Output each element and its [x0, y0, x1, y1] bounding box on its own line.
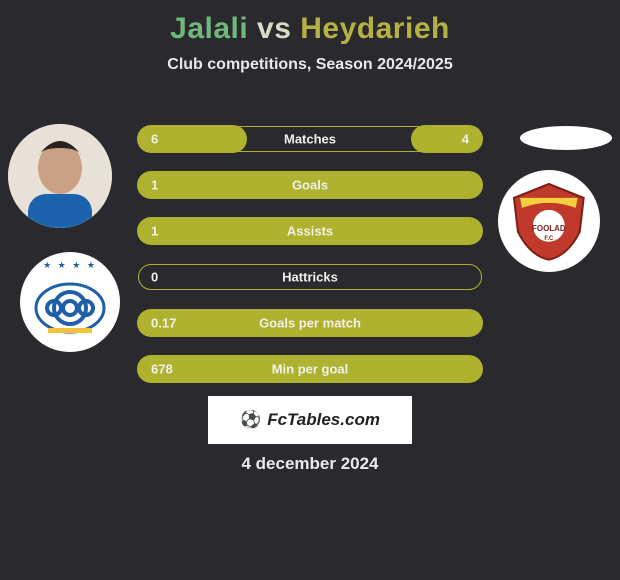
player1-name: Jalali: [170, 12, 248, 45]
stat-row: 0Hattricks: [138, 264, 482, 290]
stats-panel: 6Matches4 1Goals 1Assists 0Hattricks 0.17Goa…: [138, 126, 482, 382]
stat-label: Goals per match: [139, 317, 481, 330]
snapshot-date: 4 december 2024: [0, 454, 620, 474]
stat-row: 0.17Goals per match: [138, 310, 482, 336]
title-vs: vs: [257, 12, 291, 45]
player2-name: Heydarieh: [300, 12, 450, 45]
svg-text:F.C: F.C: [545, 236, 555, 242]
stat-label: Hattricks: [139, 271, 481, 284]
subtitle: Club competitions, Season 2024/2025: [0, 56, 620, 74]
stat-row: 6Matches4: [138, 126, 482, 152]
esteghlal-crest-icon: ★ ★ ★ ★: [30, 262, 110, 342]
stat-row: 678Min per goal: [138, 356, 482, 382]
person-icon: [8, 124, 112, 228]
player1-club-badge: ★ ★ ★ ★: [20, 252, 120, 352]
stat-label: Assists: [139, 225, 481, 238]
soccer-ball-icon: ⚽: [240, 410, 261, 430]
stat-label: Goals: [139, 179, 481, 192]
stat-label: Min per goal: [139, 363, 481, 376]
player1-photo: [8, 124, 112, 228]
stat-row: 1Goals: [138, 172, 482, 198]
player2-photo: [520, 126, 612, 150]
stat-row: 1Assists: [138, 218, 482, 244]
stat-label: Matches: [139, 133, 481, 146]
fctables-logo: ⚽ FcTables.com: [208, 396, 412, 444]
comparison-title: Jalali vs Heydarieh: [0, 0, 620, 46]
svg-text:FOOLAD: FOOLAD: [532, 224, 566, 233]
player2-club-badge: FOOLAD F.C: [498, 170, 600, 272]
foolad-crest-icon: FOOLAD F.C: [506, 178, 592, 264]
stat-value-right: 4: [462, 133, 469, 146]
fctables-label: FcTables.com: [267, 410, 380, 430]
